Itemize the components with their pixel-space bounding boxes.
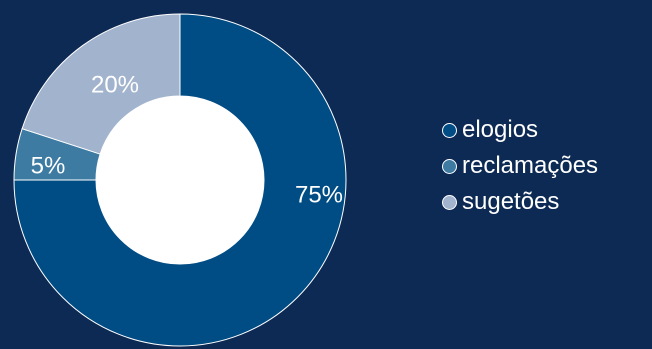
legend-marker-icon <box>442 122 457 138</box>
legend-marker-icon <box>442 158 457 174</box>
legend-item-reclamacoes: reclamações <box>442 148 598 184</box>
slice-label-reclamações: 5% <box>31 152 66 179</box>
legend-label: elogios <box>462 116 539 143</box>
slice-label-elogios: 75% <box>295 181 343 208</box>
legend-marker-icon <box>442 194 457 210</box>
legend-item-sugetoes: sugetões <box>442 184 598 220</box>
legend-label: reclamações <box>462 152 599 179</box>
donut-chart: 75% 5% 20% <box>13 13 347 347</box>
slice-label-sugetões: 20% <box>91 71 139 98</box>
donut-hole <box>96 96 264 264</box>
legend: elogios reclamações sugetões <box>442 112 598 220</box>
label-group: 75% 5% 20% <box>31 71 343 208</box>
legend-label: sugetões <box>462 188 560 215</box>
legend-item-elogios: elogios <box>442 112 598 148</box>
slice-group <box>13 13 347 347</box>
